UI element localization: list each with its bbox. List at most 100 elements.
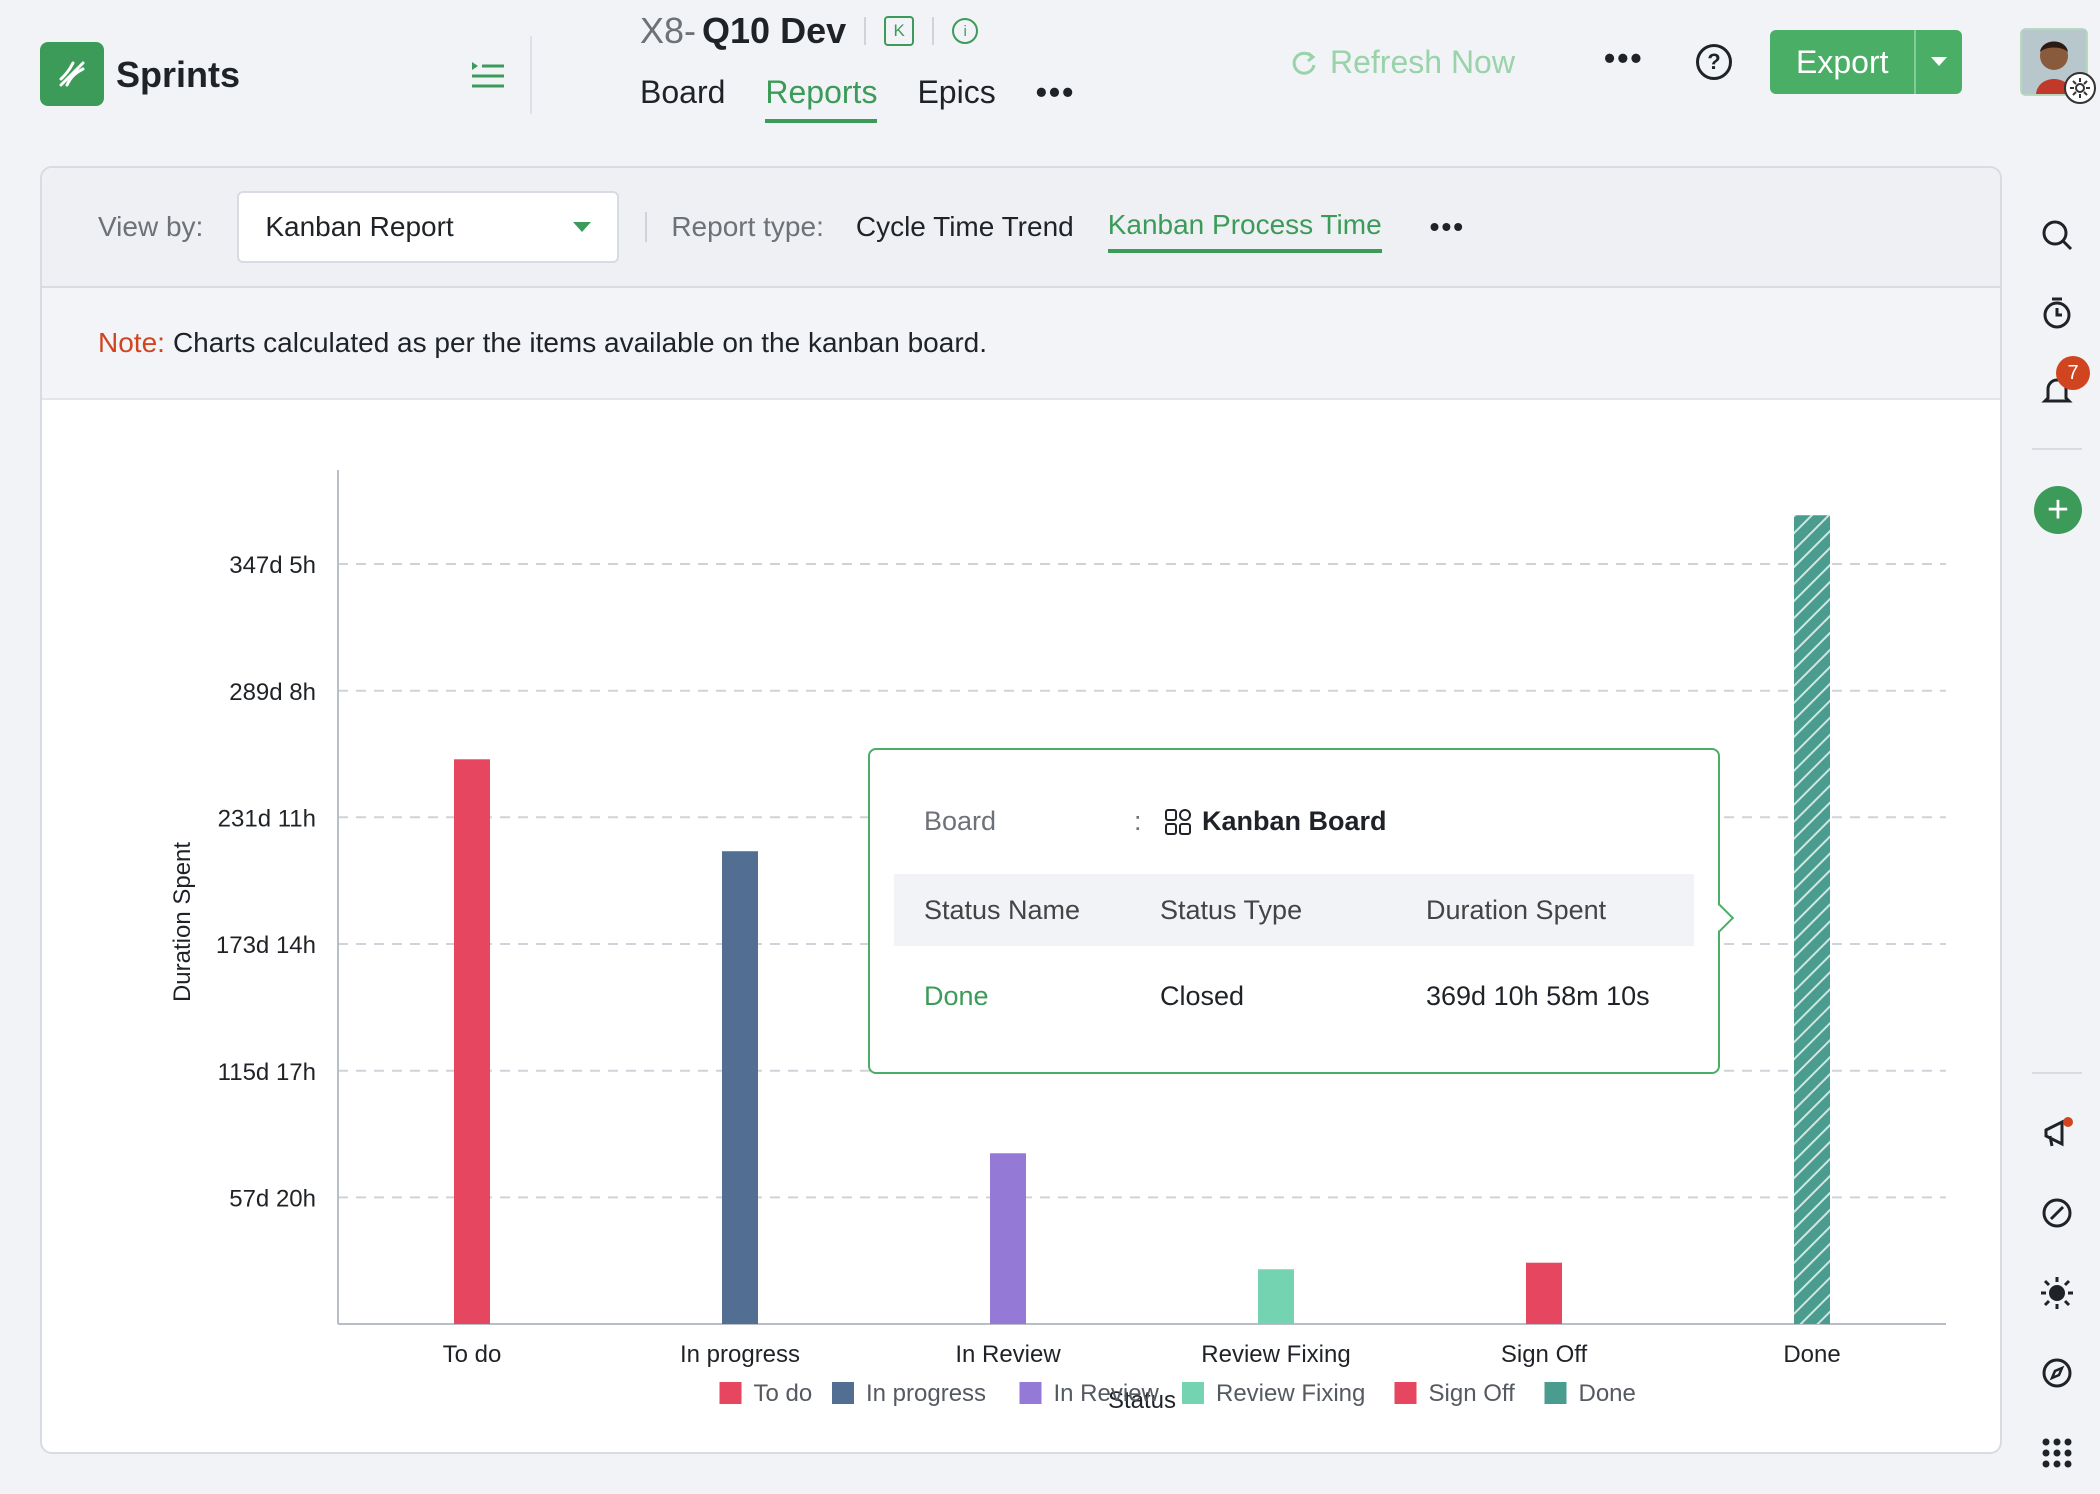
theme-sun-icon[interactable] [2034, 1270, 2080, 1316]
note-label: Note: [98, 327, 165, 358]
view-by-select[interactable]: Kanban Report [237, 191, 620, 263]
x-tick-label: In progress [680, 1341, 800, 1368]
tooltip-colon: : [1134, 806, 1142, 836]
legend-swatch [1182, 1382, 1204, 1404]
project-name: Q10 Dev [702, 10, 847, 51]
more-options-button[interactable]: ••• [1604, 40, 1644, 76]
legend-swatch [1544, 1382, 1567, 1404]
note-bar: Note: Charts calculated as per the items… [42, 288, 2000, 400]
bar-done [1794, 515, 1830, 1324]
filter-bar: View by: Kanban Report Report type: Cycl… [42, 168, 2000, 288]
chart-area: 57d 20h 115d 17h 173d 14h 231d 11h 289d 8h 34… [42, 400, 2000, 1452]
announcements-icon[interactable] [2034, 1110, 2080, 1156]
search-glyph [2042, 220, 2073, 251]
right-rail: 7 + [2022, 166, 2092, 1494]
notifications-icon[interactable]: 7 [2034, 356, 2090, 414]
chart-tooltip: Board : Kanban Board Status Name Status … [868, 748, 1735, 1074]
info-icon[interactable]: i [952, 18, 979, 44]
y-tick-label: 115d 17h [218, 1059, 316, 1086]
chevron-down-icon [1931, 57, 1947, 66]
bar-in-review [990, 1153, 1026, 1324]
tooltip-header-duration-spent: Duration Spent [1426, 894, 1607, 925]
bar-sign-off [1526, 1262, 1562, 1324]
export-button[interactable]: Export [1770, 30, 1962, 94]
tab-epics[interactable]: Epics [917, 74, 996, 110]
sidebar-toggle-icon[interactable] [468, 54, 508, 94]
megaphone-glyph [2044, 1117, 2073, 1147]
title-separator [932, 17, 935, 45]
refresh-icon [1292, 51, 1316, 75]
tab-reports[interactable]: Reports [765, 74, 878, 123]
rail-divider [2032, 448, 2082, 450]
tooltip-table-row: Done Closed 369d 10h 58m 10s [894, 960, 1694, 1032]
tab-board[interactable]: Board [640, 74, 726, 110]
timer-glyph [2043, 297, 2071, 329]
view-by-label: View by: [98, 211, 204, 242]
gear-glyph [2070, 78, 2090, 98]
search-icon[interactable] [2034, 212, 2080, 258]
legend-label: Review Fixing [1216, 1380, 1365, 1407]
bar-in-progress [722, 851, 758, 1324]
report-type-more-button[interactable]: ••• [1429, 211, 1466, 242]
legend-label: To do [754, 1380, 813, 1407]
export-dropdown-toggle[interactable] [1914, 30, 1962, 94]
x-axis-title: Status [1108, 1387, 1176, 1414]
y-tick-label: 347d 5h [229, 552, 316, 579]
app-logo[interactable] [40, 42, 104, 106]
tooltip-status-type: Closed [1160, 980, 1245, 1011]
app-grid-icon[interactable] [2034, 1430, 2080, 1476]
tooltip-status-name[interactable]: Done [924, 980, 989, 1011]
tabs-more-button[interactable]: ••• [1035, 74, 1076, 110]
report-type-kanban-process-time[interactable]: Kanban Process Time [1107, 201, 1382, 253]
x-tick-label: Sign Off [1501, 1341, 1588, 1368]
bar-review-fixing [1258, 1269, 1294, 1324]
y-tick-label: 173d 14h [216, 932, 316, 959]
project-prefix: X8- [640, 10, 697, 51]
x-tick-label: To do [443, 1341, 502, 1368]
compass-icon[interactable] [2034, 1350, 2080, 1396]
report-type-cycle-time-trend[interactable]: Cycle Time Trend [855, 211, 1074, 242]
report-card: View by: Kanban Report Report type: Cycl… [40, 166, 2002, 1454]
y-tick-label: 57d 20h [229, 1185, 316, 1212]
add-button[interactable]: + [2034, 486, 2082, 534]
caret-down-icon [573, 222, 592, 232]
export-label: Export [1796, 43, 1889, 80]
x-tick-label: Done [1783, 1341, 1840, 1368]
settings-gear-icon[interactable] [2064, 72, 2096, 104]
tooltip-table-header: Status Name Status Type Duration Spent [894, 874, 1694, 946]
kanban-board-icon [1165, 808, 1191, 835]
tooltip-header-status-name: Status Name [924, 894, 1081, 925]
tooltip-board-row: Board : Kanban Board [924, 806, 1387, 837]
sun-glyph [2041, 1277, 2073, 1309]
rail-divider [2032, 1072, 2082, 1074]
refresh-now-button[interactable]: Refresh Now [1290, 44, 1515, 81]
report-type-label: Report type: [671, 211, 824, 242]
y-axis-title: Duration Spent [169, 842, 196, 1002]
view-by-value: Kanban Report [265, 211, 454, 242]
title-separator [864, 17, 867, 45]
bar-to-do [454, 759, 490, 1324]
app-name: Sprints [116, 54, 241, 95]
kanban-badge-icon[interactable]: K [884, 16, 915, 46]
legend-label: In Review [1054, 1380, 1160, 1407]
avatar[interactable] [2020, 28, 2096, 104]
sprints-logo-icon [59, 61, 85, 87]
tooltip-board-value: Kanban Board [1202, 806, 1387, 836]
integrations-icon[interactable] [2034, 1190, 2080, 1236]
x-tick-label: Review Fixing [1201, 1341, 1350, 1368]
timer-icon[interactable] [2034, 290, 2080, 336]
x-tick-label: In Review [955, 1341, 1061, 1368]
help-icon[interactable]: ? [1696, 44, 1732, 80]
y-tick-label: 289d 8h [229, 679, 316, 706]
project-title: X8- Q10 Dev K i [640, 10, 979, 52]
tooltip-board-label: Board [924, 806, 997, 836]
legend-label: In progress [866, 1380, 986, 1407]
notification-count-badge: 7 [2056, 356, 2090, 390]
legend-label: Done [1579, 1380, 1636, 1407]
legend-swatch [719, 1382, 742, 1404]
compass-glyph [2042, 1358, 2072, 1388]
tooltip-header-status-type: Status Type [1160, 894, 1303, 925]
grid-glyph [2042, 1438, 2072, 1468]
link-glyph [2042, 1198, 2072, 1228]
note-text: Charts calculated as per the items avail… [172, 327, 987, 358]
